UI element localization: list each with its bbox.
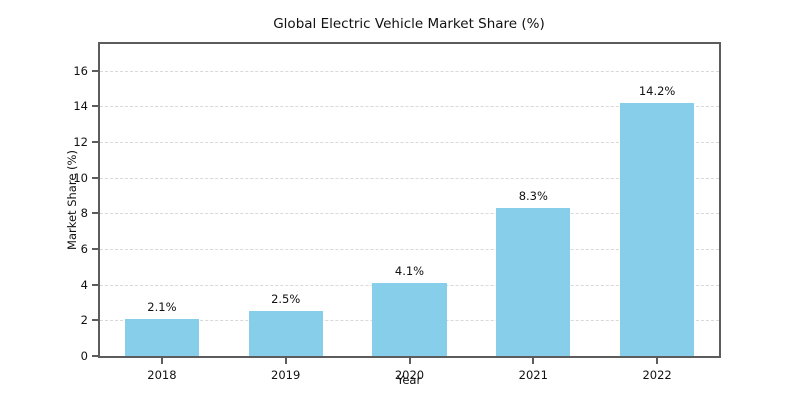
y-tick-label: 6 [80, 242, 88, 257]
y-tick-label: 16 [73, 63, 88, 78]
y-tick-label: 10 [73, 170, 88, 185]
y-tick-label: 4 [80, 277, 88, 292]
y-tick-mark [92, 319, 98, 322]
y-gridline [100, 70, 719, 72]
y-gridline [100, 142, 719, 144]
x-tick-label: 2021 [518, 368, 548, 382]
y-tick-mark [92, 176, 98, 179]
y-tick-label: 12 [73, 135, 88, 150]
y-tick-mark [92, 141, 98, 144]
y-gridline [100, 213, 719, 215]
x-tick-mark [284, 358, 287, 364]
y-tick-mark [92, 105, 98, 108]
x-tick-label: 2022 [642, 368, 672, 382]
x-tick-mark [160, 358, 163, 364]
y-gridline [100, 106, 719, 108]
y-tick-mark [92, 212, 98, 215]
x-tick-mark [408, 358, 411, 364]
y-tick-mark [92, 248, 98, 251]
x-tick-mark [656, 358, 659, 364]
x-tick-label: 2020 [394, 368, 425, 382]
y-gridline [100, 249, 719, 251]
plot-area: 0 2 4 6 8 10 12 14 16 2.1% 2018 2.5% 2019 4.1% 2020 8.3… [73, 42, 721, 382]
y-gridline [100, 177, 719, 179]
chart-title: Global Electric Vehicle Market Share (%) [273, 16, 545, 32]
bar [248, 311, 323, 356]
bar [124, 318, 200, 356]
y-tick-mark [92, 355, 98, 357]
bar [372, 282, 447, 356]
bar-value-label: 2.5% [271, 292, 301, 307]
bar-value-label: 4.1% [394, 263, 425, 278]
y-tick-mark [92, 283, 98, 286]
y-axis-label: Market Share (%) [65, 150, 79, 250]
x-axis-label: Year [396, 373, 422, 387]
bar-value-label: 2.1% [147, 299, 177, 314]
bar [496, 208, 571, 356]
y-tick-label: 0 [80, 349, 88, 363]
y-tick-label: 8 [80, 206, 88, 221]
x-tick-mark [532, 358, 535, 364]
y-tick-label: 2 [80, 313, 88, 328]
y-tick-mark [92, 69, 98, 72]
x-tick-label: 2018 [147, 368, 177, 382]
y-tick-label: 14 [73, 99, 88, 114]
bar [619, 102, 695, 356]
x-tick-label: 2019 [271, 368, 301, 382]
bar-value-label: 8.3% [518, 189, 548, 204]
bar-value-label: 14.2% [638, 83, 676, 98]
